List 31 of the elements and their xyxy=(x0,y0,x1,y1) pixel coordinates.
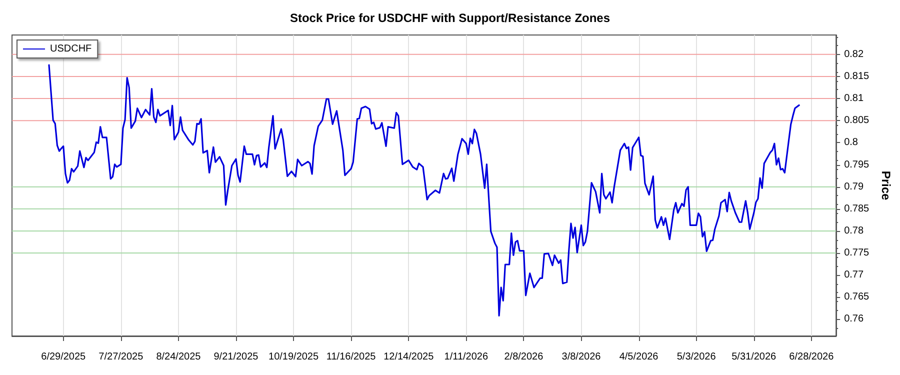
y-tick-label: 0.795 xyxy=(844,159,870,170)
x-tick-label: 11/16/2025 xyxy=(326,352,376,362)
x-tick-label: 7/27/2025 xyxy=(98,352,144,362)
y-tick-label: 0.805 xyxy=(844,115,870,126)
y-tick-label: 0.77 xyxy=(844,270,864,281)
y-tick-label: 0.81 xyxy=(844,93,864,104)
x-tick-label: 4/5/2026 xyxy=(619,352,659,362)
x-tick-label: 8/24/2025 xyxy=(156,352,202,362)
x-tick-label: 1/11/2026 xyxy=(444,352,488,362)
x-tick-label: 12/14/2025 xyxy=(384,352,434,362)
chart-title: Stock Price for USDCHF with Support/Resistance Zones xyxy=(290,11,610,25)
y-tick-label: 0.765 xyxy=(844,292,870,303)
y-tick-label: 0.82 xyxy=(844,48,864,60)
legend-label: USDCHF xyxy=(50,44,92,54)
line-series xyxy=(48,64,800,316)
x-tick-label: 9/21/2025 xyxy=(214,352,259,362)
x-tick-label: 6/29/2025 xyxy=(41,352,86,362)
y-tick-label: 0.78 xyxy=(844,225,864,236)
x-tick-label: 6/28/2026 xyxy=(789,352,834,362)
y-tick-label: 0.775 xyxy=(844,248,870,259)
x-tick-label: 5/31/2026 xyxy=(732,352,777,362)
y-tick-label: 0.815 xyxy=(844,70,870,82)
y-tick-label: 0.785 xyxy=(844,203,870,214)
y-tick-label: 0.76 xyxy=(844,314,864,325)
y-tick-label: 0.79 xyxy=(844,181,864,192)
y-tick-label: 0.8 xyxy=(844,137,858,148)
x-tick-label: 2/8/2026 xyxy=(504,352,544,362)
x-tick-label: 10/19/2025 xyxy=(268,352,319,362)
x-tick-label: 5/3/2026 xyxy=(676,352,716,362)
x-tick-label: 3/8/2026 xyxy=(562,352,602,362)
y-axis-title: Price xyxy=(879,170,893,200)
